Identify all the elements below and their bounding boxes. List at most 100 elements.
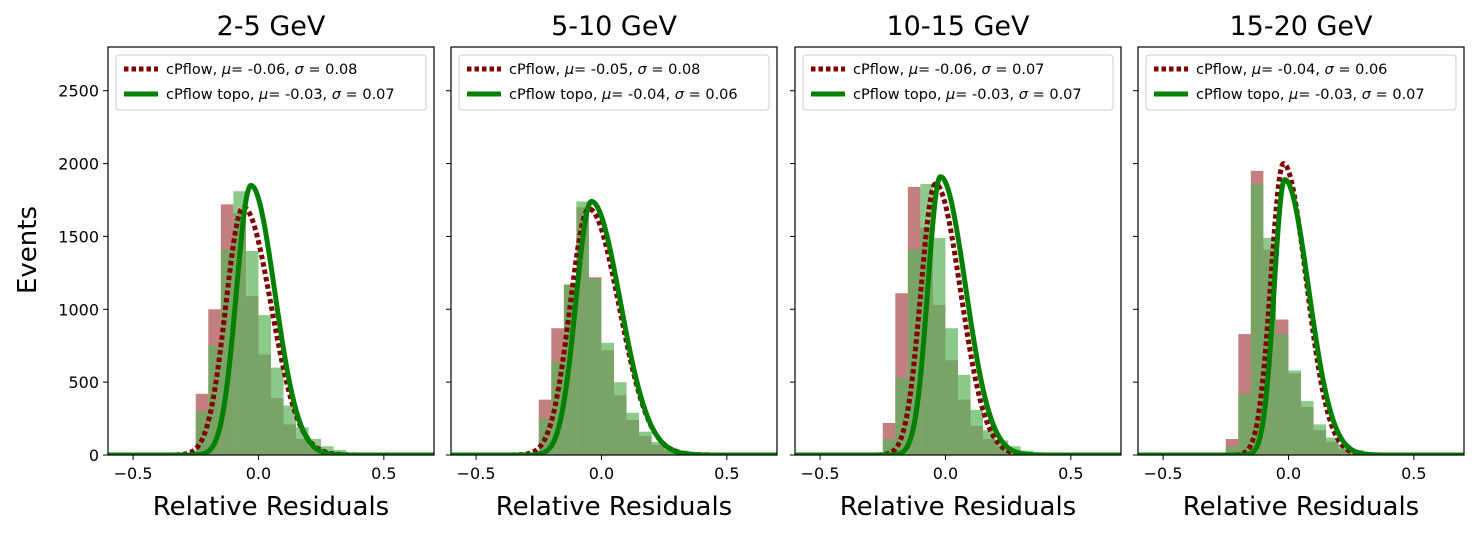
fit-curve-1 [795,181,1121,455]
panel-title: 10-15 GeV [886,11,1030,42]
y-tick-label: 2000 [58,155,99,174]
panel-1: −0.5 0.0 0.5 0 500 1000 1500 2000 2500 2-5 GeV Rel… [58,11,435,522]
legend-mu-symbol: μ [564,62,574,78]
legend-label-1: cPflow, μ= -0.06, σ = 0.08 [166,62,357,78]
axes-frame [1137,46,1465,456]
y-tick-label: 0 [89,446,99,465]
hist-bar [321,446,334,455]
legend-name: cPflow, [509,62,565,78]
legend-box [458,54,770,111]
x-tick-label: 0.5 [1058,464,1083,483]
hist-bar [245,251,259,455]
legend: cPflow, μ= -0.06, σ = 0.08 cPflow topo, μ… [115,54,427,111]
legend: cPflow, μ= -0.04, σ = 0.06 cPflow topo, μ… [1145,54,1457,111]
y-tick-label: 500 [68,373,99,392]
hist-bar [945,328,958,455]
hist-bar [614,382,627,455]
legend-label-1: cPflow, μ= -0.06, σ = 0.07 [853,62,1044,78]
hist-bar [626,412,640,455]
legend-sigma-value: = 0.08 [304,62,358,78]
hist-bar [233,191,246,455]
hist-bar [1338,444,1352,455]
hist-bar [1225,446,1239,455]
hist-bar [551,361,564,455]
legend-label-2: cPflow topo, μ= -0.03, σ = 0.07 [166,87,395,103]
legend-mu-value: = -0.03, [955,87,1019,103]
hist-bar [1301,401,1314,455]
legend-sigma-value: = 0.07 [991,62,1045,78]
legend-mu-value: = -0.03, [268,87,332,103]
legend-name: cPflow topo, [166,87,259,103]
y-axis-label: Events [13,206,43,294]
hist-bar [1275,334,1289,455]
x-axis-label: Relative Residuals [840,492,1076,522]
plot-area [1138,161,1464,455]
legend-mu-value: = -0.03, [1298,87,1362,103]
legend-sigma-symbol: σ [332,87,342,103]
x-tick-label: 0.5 [714,464,739,483]
panel-3: −0.5 0.0 0.5 10-15 GeV Relative Residuals cPf… [790,11,1122,522]
plot-area [451,198,777,455]
legend-sigma-value: = 0.08 [647,62,701,78]
x-axis-label: Relative Residuals [1183,492,1419,522]
plot-area [795,174,1121,455]
legend-sigma-symbol: σ [1325,62,1335,78]
legend-box [1145,54,1457,111]
axes-frame [794,46,1122,456]
hist-bar [258,315,271,455]
axes-frame [107,46,435,456]
legend-mu-symbol: μ [1288,87,1298,103]
legend-box [802,54,1114,111]
legend-box [115,54,427,111]
x-tick-label: −0.5 [114,464,153,483]
hist-bar [1238,393,1251,455]
panel-title: 2-5 GeV [217,11,326,42]
hist-bar [1313,424,1327,455]
legend-sigma-value: = 0.06 [684,87,738,103]
hist-bar [1250,183,1264,455]
legend-label-1: cPflow, μ= -0.04, σ = 0.06 [1196,62,1387,78]
legend-mu-symbol: μ [945,87,955,103]
legend-name: cPflow, [1196,62,1252,78]
x-tick-label: −0.5 [457,464,496,483]
panel-title: 15-20 GeV [1229,11,1373,42]
legend-mu-symbol: μ [601,87,611,103]
hist-bar [588,278,602,455]
legend-name: cPflow, [853,62,909,78]
x-tick-label: 0.0 [1276,464,1301,483]
panel-2: −0.5 0.0 0.5 5-10 GeV Relative Residuals cPfl… [446,11,778,522]
legend-sigma-symbol: σ [1019,87,1029,103]
hist-bar [1326,437,1339,455]
histogram-2 [1225,183,1414,455]
hist-bar [651,441,665,455]
x-tick-label: −0.5 [1144,464,1183,483]
hist-bar [970,409,984,455]
fit-curve-2 [108,182,434,455]
x-tick-label: 0.0 [933,464,958,483]
legend-mu-value: = -0.05, [574,62,638,78]
y-tick-label: 1000 [58,300,99,319]
legend-label-1: cPflow, μ= -0.05, σ = 0.08 [509,62,700,78]
fit-curve-2 [795,174,1121,455]
panel-title: 5-10 GeV [551,11,677,42]
legend-sigma-value: = 0.07 [1028,87,1082,103]
legend-mu-symbol: μ [258,87,268,103]
hist-bar [283,405,297,455]
hist-bar [1288,370,1301,455]
x-tick-label: −0.5 [801,464,840,483]
legend-sigma-symbol: σ [295,62,305,78]
legend-sigma-value: = 0.06 [1334,62,1388,78]
legend-mu-symbol: μ [221,62,231,78]
legend-sigma-value: = 0.07 [1371,87,1425,103]
legend-label-2: cPflow topo, μ= -0.03, σ = 0.07 [1196,87,1425,103]
legend-mu-symbol: μ [908,62,918,78]
x-tick-label: 0.5 [1401,464,1426,483]
legend-mu-symbol: μ [1251,62,1261,78]
axes-frame [450,46,778,456]
hist-bar [895,377,908,455]
legend-sigma-symbol: σ [675,87,685,103]
plot-area [108,182,434,455]
legend-mu-value: = -0.06, [918,62,982,78]
